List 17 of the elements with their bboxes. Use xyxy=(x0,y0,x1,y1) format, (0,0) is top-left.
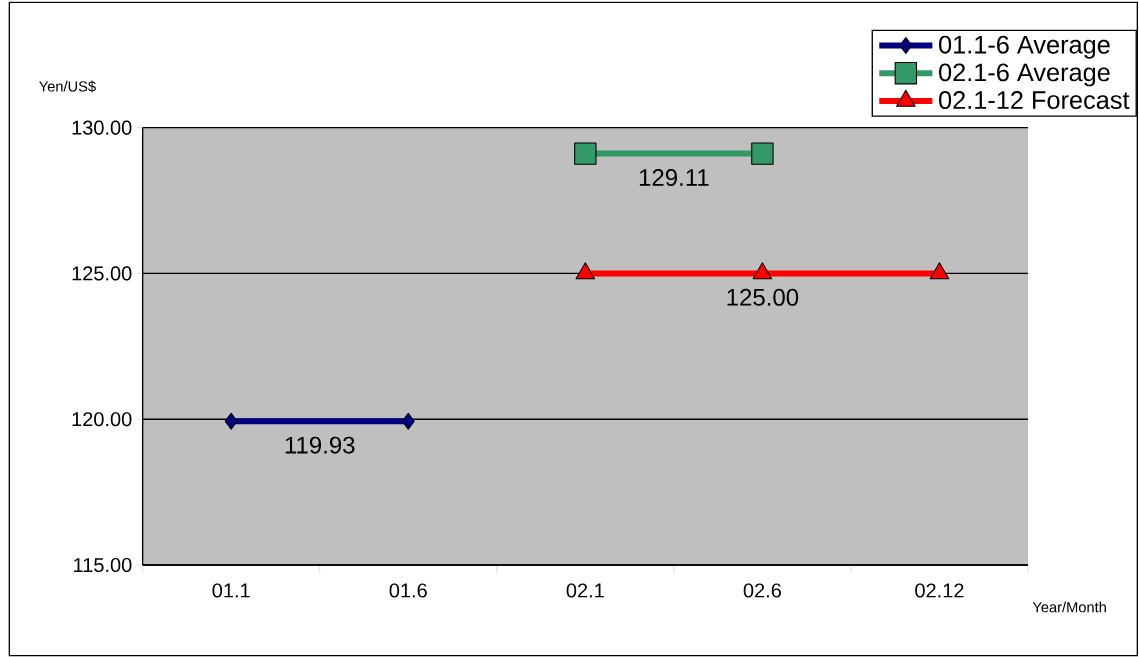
annotation: 129.11 xyxy=(639,168,709,186)
y-axis-title: Yen/US$ xyxy=(39,80,96,93)
x-tick-label: 02.1 xyxy=(566,583,604,598)
y-tick-label: 115.00 xyxy=(74,557,132,573)
y-tick-label: 130.00 xyxy=(72,120,132,135)
x-axis-title: Year/Month xyxy=(1032,601,1106,613)
legend-label: 01.1-6 Average xyxy=(939,35,1110,59)
y-tick-label: 125.00 xyxy=(72,266,132,281)
x-tick-label: 02.12 xyxy=(915,583,964,598)
x-tick-label: 02.6 xyxy=(743,583,781,598)
annotation: 125.00 xyxy=(727,288,799,306)
legend-label: 02.1-6 Average xyxy=(939,63,1110,87)
x-tick-label: 01.6 xyxy=(389,583,427,598)
annotation: 119.93 xyxy=(285,436,355,454)
legend-label: 02.1-12 Forecast xyxy=(939,91,1130,110)
x-tick-label: 01.1 xyxy=(212,583,250,598)
y-tick-label: 120.00 xyxy=(72,412,132,427)
